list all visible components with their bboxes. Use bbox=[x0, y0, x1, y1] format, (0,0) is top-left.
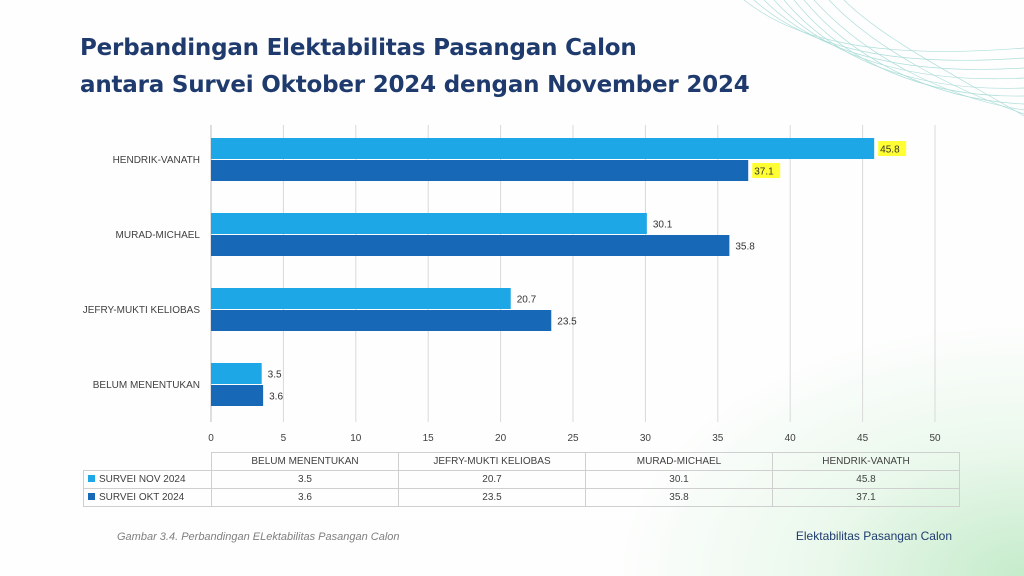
data-table-cell: 37.1 bbox=[772, 488, 960, 507]
category-label: BELUM MENENTUKAN bbox=[93, 380, 200, 391]
x-tick-label: 0 bbox=[208, 433, 214, 444]
data-table-cell: 3.5 bbox=[211, 470, 399, 489]
data-label: 45.8 bbox=[880, 145, 900, 156]
data-table-row: SURVEI OKT 2024 3.6 23.5 35.8 37.1 bbox=[83, 488, 960, 507]
data-label: 30.1 bbox=[653, 220, 673, 231]
data-table-cell: 3.6 bbox=[211, 488, 399, 507]
bar bbox=[211, 288, 511, 309]
data-table-col-header: BELUM MENENTUKAN bbox=[211, 452, 399, 471]
decorative-gradient bbox=[604, 316, 1024, 576]
legend-swatch-okt bbox=[88, 492, 95, 500]
data-table-cell: 35.8 bbox=[585, 488, 773, 507]
footer-label: Elektabilitas Pasangan Calon bbox=[795, 529, 952, 543]
x-tick-label: 40 bbox=[785, 433, 797, 444]
legend-swatch-nov bbox=[88, 474, 95, 482]
data-table-cell: 20.7 bbox=[398, 470, 586, 489]
data-table-row-key: SURVEI OKT 2024 bbox=[83, 488, 212, 507]
x-tick-label: 20 bbox=[495, 433, 507, 444]
bar bbox=[211, 213, 647, 234]
figure-caption: Gambar 3.4. Perbandingan ELektabilitas P… bbox=[117, 531, 400, 543]
data-table-header-row: BELUM MENENTUKAN JEFRY-MUKTI KELIOBAS MU… bbox=[83, 452, 960, 471]
x-tick-label: 30 bbox=[640, 433, 652, 444]
data-label: 20.7 bbox=[517, 295, 537, 306]
category-label: HENDRIK-VANATH bbox=[113, 155, 200, 166]
legend-label-nov: SURVEI NOV 2024 bbox=[99, 474, 186, 485]
bar-chart: 0 5 10 15 20 25 30 35 40 45 50 HENDRIK-VANATH 45.8 37… bbox=[83, 125, 941, 444]
bar bbox=[211, 235, 730, 256]
data-label: 3.6 bbox=[269, 392, 283, 403]
x-tick-label: 45 bbox=[857, 433, 869, 444]
data-table-col-header: MURAD-MICHAEL bbox=[585, 452, 773, 471]
bar bbox=[211, 160, 749, 181]
bar bbox=[211, 385, 264, 406]
data-table: BELUM MENENTUKAN JEFRY-MUKTI KELIOBAS MU… bbox=[83, 452, 960, 507]
data-table-cell: 23.5 bbox=[398, 488, 586, 507]
data-label: 23.5 bbox=[557, 317, 577, 328]
data-label: 35.8 bbox=[735, 242, 755, 253]
category-label: JEFRY-MUKTI KELIOBAS bbox=[83, 305, 201, 316]
decorative-wave-lines bbox=[743, 0, 1024, 117]
category-label: MURAD-MICHAEL bbox=[116, 230, 201, 241]
chart-title: Perbandingan Elektabilitas Pasangan Calo… bbox=[80, 30, 750, 104]
x-tick-label: 50 bbox=[929, 433, 941, 444]
legend-label-okt: SURVEI OKT 2024 bbox=[99, 492, 185, 503]
x-tick-label: 35 bbox=[712, 433, 724, 444]
x-tick-label: 5 bbox=[281, 433, 287, 444]
data-table-col-header: HENDRIK-VANATH bbox=[772, 452, 960, 471]
data-table-cell: 30.1 bbox=[585, 470, 773, 489]
data-label: 37.1 bbox=[754, 167, 774, 178]
title-line-1: Perbandingan Elektabilitas Pasangan Calo… bbox=[80, 35, 637, 61]
x-tick-label: 25 bbox=[567, 433, 579, 444]
data-label-highlight bbox=[752, 163, 781, 178]
title-line-2: antara Survei Oktober 2024 dengan Novemb… bbox=[80, 72, 750, 98]
bar bbox=[211, 138, 875, 159]
bar bbox=[211, 363, 262, 384]
x-tick-label: 10 bbox=[350, 433, 362, 444]
bar bbox=[211, 310, 552, 331]
data-table-corner bbox=[83, 452, 212, 471]
x-tick-label: 15 bbox=[423, 433, 435, 444]
data-label: 3.5 bbox=[268, 370, 282, 381]
data-table-cell: 45.8 bbox=[772, 470, 960, 489]
data-table-row-key: SURVEI NOV 2024 bbox=[83, 470, 212, 489]
data-label-highlight bbox=[878, 141, 907, 156]
data-table-col-header: JEFRY-MUKTI KELIOBAS bbox=[398, 452, 586, 471]
data-table-row: SURVEI NOV 2024 3.5 20.7 30.1 45.8 bbox=[83, 470, 960, 489]
